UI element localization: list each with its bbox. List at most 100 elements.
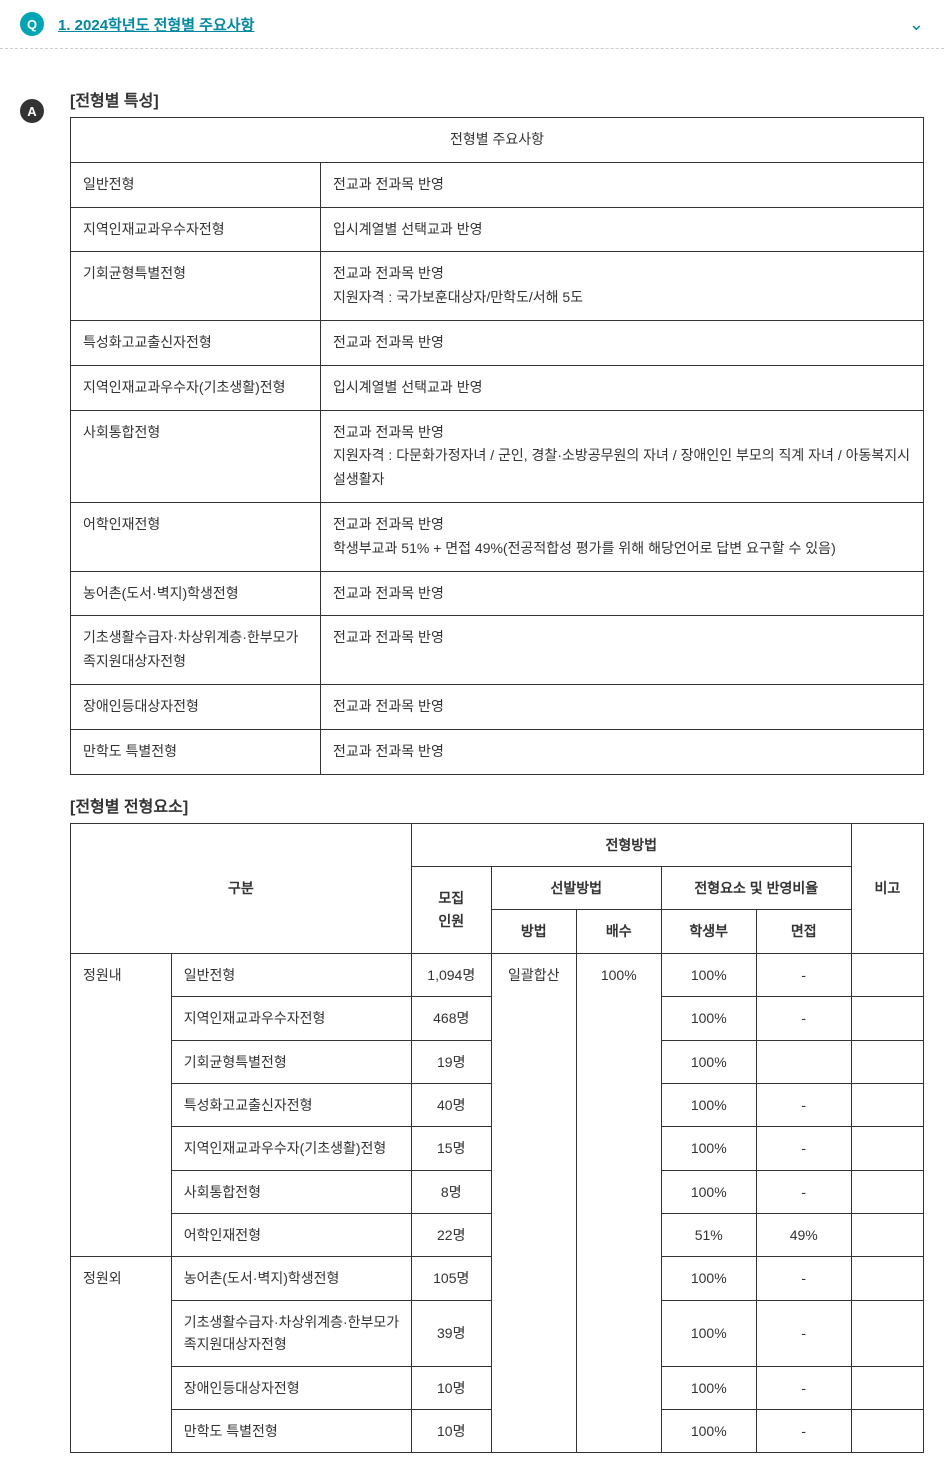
row-name: 농어촌(도서·벽지)학생전형 [171,1257,411,1300]
interview-cell: - [756,1410,851,1453]
table-row-desc: 전교과 전과목 반영 [321,684,924,729]
interview-cell: - [756,1366,851,1409]
table-row-desc: 전교과 전과목 반영 [321,162,924,207]
row-name: 기회균형특별전형 [171,1040,411,1083]
interview-cell: - [756,953,851,996]
table-row-name: 농어촌(도서·벽지)학생전형 [71,571,321,616]
row-count: 10명 [411,1366,491,1409]
row-name: 장애인등대상자전형 [171,1366,411,1409]
row-name: 특성화고교출신자전형 [171,1083,411,1126]
chevron-down-icon: ⌄ [909,14,924,35]
th-division: 구분 [71,823,412,953]
row-count: 19명 [411,1040,491,1083]
row-name: 기초생활수급자·차상위계층·한부모가족지원대상자전형 [171,1300,411,1366]
category-cell: 정원내 [71,953,172,1257]
elements-table: 구분 전형방법 비고 모집 인원 선발방법 전형요소 및 반영비율 방법 배수 … [70,823,924,1454]
th-method-group: 전형방법 [411,823,851,866]
row-count: 8명 [411,1170,491,1213]
th-remark: 비고 [851,823,923,953]
remark-cell [851,1083,923,1126]
remark-cell [851,1300,923,1366]
th-interview: 면접 [756,910,851,953]
interview-cell: - [756,1127,851,1170]
record-cell: 100% [661,1170,756,1213]
table-row-name: 기초생활수급자·차상위계층·한부모가족지원대상자전형 [71,616,321,685]
table-row-desc: 입시계열별 선택교과 반영 [321,365,924,410]
interview-cell: - [756,997,851,1040]
method-cell: 일괄합산 [491,953,576,1453]
multiplier-cell: 100% [576,953,661,1453]
characteristics-table: 전형별 주요사항 일반전형전교과 전과목 반영지역인재교과우수자전형입시계열별 … [70,117,924,775]
remark-cell [851,1214,923,1257]
remark-cell [851,1170,923,1213]
row-name: 지역인재교과우수자(기초생활)전형 [171,1127,411,1170]
record-cell: 100% [661,1410,756,1453]
th-sel-method: 방법 [491,910,576,953]
row-count: 468명 [411,997,491,1040]
table-row-name: 사회통합전형 [71,410,321,502]
th-selection: 선발방법 [491,866,661,909]
record-cell: 100% [661,997,756,1040]
row-name: 어학인재전형 [171,1214,411,1257]
row-name: 만학도 특별전형 [171,1410,411,1453]
row-name: 일반전형 [171,953,411,996]
record-cell: 100% [661,1127,756,1170]
table-row-name: 만학도 특별전형 [71,729,321,774]
remark-cell [851,1040,923,1083]
record-cell: 100% [661,1366,756,1409]
record-cell: 100% [661,1257,756,1300]
table-row-name: 장애인등대상자전형 [71,684,321,729]
table-row-desc: 전교과 전과목 반영 [321,320,924,365]
table-row-desc: 전교과 전과목 반영 지원자격 : 다문화가정자녀 / 군인, 경찰·소방공무원… [321,410,924,502]
th-sel-mult: 배수 [576,910,661,953]
row-name: 사회통합전형 [171,1170,411,1213]
row-count: 40명 [411,1083,491,1126]
record-cell: 100% [661,953,756,996]
interview-cell: 49% [756,1214,851,1257]
table-row-desc: 전교과 전과목 반영 [321,571,924,616]
remark-cell [851,1127,923,1170]
table-row-desc: 전교과 전과목 반영 [321,729,924,774]
section1-title: [전형별 특성] [70,87,924,111]
accordion-header[interactable]: Q 1. 2024학년도 전형별 주요사항 ⌄ [0,0,944,49]
table-row-name: 어학인재전형 [71,502,321,571]
row-count: 105명 [411,1257,491,1300]
interview-cell: - [756,1083,851,1126]
th-count: 모집 인원 [411,866,491,953]
remark-cell [851,1257,923,1300]
accordion-title: 1. 2024학년도 전형별 주요사항 [58,14,254,35]
table-row-name: 지역인재교과우수자전형 [71,207,321,252]
table-row-name: 지역인재교과우수자(기초생활)전형 [71,365,321,410]
interview-cell: - [756,1300,851,1366]
remark-cell [851,997,923,1040]
table-row-desc: 전교과 전과목 반영 지원자격 : 국가보훈대상자/만학도/서해 5도 [321,252,924,321]
row-count: 1,094명 [411,953,491,996]
row-count: 15명 [411,1127,491,1170]
row-count: 22명 [411,1214,491,1257]
th-record: 학생부 [661,910,756,953]
record-cell: 51% [661,1214,756,1257]
interview-cell: - [756,1170,851,1213]
remark-cell [851,1366,923,1409]
row-count: 39명 [411,1300,491,1366]
remark-cell [851,953,923,996]
row-name: 지역인재교과우수자전형 [171,997,411,1040]
accordion-content: A [전형별 특성] 전형별 주요사항 일반전형전교과 전과목 반영지역인재교과… [0,49,944,1473]
record-cell: 100% [661,1040,756,1083]
row-count: 10명 [411,1410,491,1453]
th-ratio: 전형요소 및 반영비율 [661,866,851,909]
remark-cell [851,1410,923,1453]
answer-badge: A [20,99,44,123]
record-cell: 100% [661,1300,756,1366]
table1-header: 전형별 주요사항 [71,118,924,163]
section2-title: [전형별 전형요소] [70,793,924,817]
table-row-name: 기회균형특별전형 [71,252,321,321]
table-row-name: 특성화고교출신자전형 [71,320,321,365]
interview-cell [756,1040,851,1083]
record-cell: 100% [661,1083,756,1126]
table-row-desc: 전교과 전과목 반영 [321,616,924,685]
table-row-desc: 입시계열별 선택교과 반영 [321,207,924,252]
interview-cell: - [756,1257,851,1300]
table-row-desc: 전교과 전과목 반영 학생부교과 51% + 면접 49%(전공적합성 평가를 … [321,502,924,571]
category-cell: 정원외 [71,1257,172,1453]
